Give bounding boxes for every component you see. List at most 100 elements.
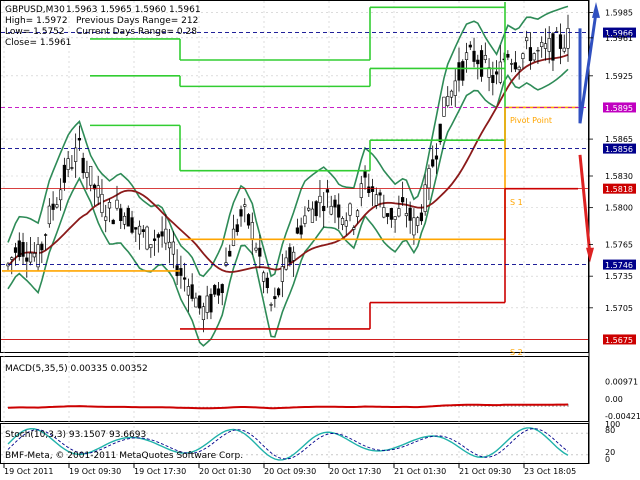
stoch-signal-line (7, 428, 569, 460)
candle-body (528, 47, 533, 62)
candle-body (171, 241, 175, 255)
candle-body (363, 170, 367, 178)
candle-body (47, 205, 51, 225)
x-tick-label: 21 Oct 09:30 (459, 467, 511, 476)
candle-body (277, 288, 281, 296)
candle-body (416, 217, 420, 226)
stoch-tick-label: 100 (605, 420, 620, 429)
level-tag (603, 102, 636, 113)
candle-body (479, 50, 484, 77)
candle-body (314, 201, 318, 217)
macd-signal-line (7, 403, 569, 410)
level-tag (603, 334, 636, 345)
candle-body (258, 247, 262, 257)
candle-body (453, 80, 457, 96)
candle-body (243, 204, 247, 207)
prev-range-label: Previous Days Range= 212 (76, 16, 198, 26)
candle-body (32, 253, 36, 258)
candle-body (126, 207, 130, 227)
candle-body (562, 47, 566, 52)
level-tag (603, 143, 636, 154)
current-range-label: Current Days Range= 0.28 (76, 27, 197, 37)
grid (1, 1, 588, 463)
x-tick-label: 20 Oct 09:30 (264, 467, 316, 476)
candle-body (423, 184, 427, 212)
up-forecast-arrow (578, 12, 598, 124)
candle-body (288, 247, 292, 263)
candle-body (81, 157, 85, 174)
y-tick-label: 1.5961 (605, 34, 633, 43)
x-tick-label: 19 Oct 09:30 (69, 467, 121, 476)
candle-body (558, 34, 563, 49)
candle-body (55, 204, 59, 208)
candle-body (209, 293, 213, 313)
candle-body (468, 44, 472, 48)
candle-body (137, 225, 142, 235)
up-arrowhead (592, 2, 600, 18)
candle-body (487, 67, 491, 78)
candle-body (62, 164, 66, 183)
candle-body (370, 186, 375, 192)
bollinger-upper (7, 5, 569, 278)
candle-body (149, 244, 153, 249)
stoch-tick-label: 0 (605, 455, 610, 464)
candle-body (115, 199, 119, 209)
candle-body (310, 208, 315, 223)
y-tick-label: 1.5865 (605, 135, 633, 144)
candle-body (483, 55, 487, 60)
candle-body (130, 217, 134, 233)
down-arrowhead (586, 247, 594, 263)
level-tag (603, 259, 636, 270)
candle-body (513, 62, 517, 70)
candle-body (491, 75, 495, 83)
y-tick-label: 1.5765 (605, 241, 633, 250)
pivot-point-label: Pivot Point (510, 116, 552, 125)
candle-body (10, 257, 14, 260)
candle-body (566, 28, 570, 49)
candle-body (352, 227, 356, 230)
symbol-label: GBPUSD,M30 (5, 5, 65, 15)
forecast-arrows (578, 2, 600, 263)
candle-body (152, 238, 157, 241)
level-tag-text: 1.5966 (605, 29, 633, 38)
candle-body (111, 219, 115, 225)
x-tick-label: 23 Oct 18:05 (524, 467, 576, 476)
candle-body (318, 195, 322, 204)
x-tick-label: 20 Oct 01:30 (199, 467, 251, 476)
candle-body (404, 213, 408, 217)
bollinger-lower (7, 68, 569, 347)
level-tag-text: 1.5856 (605, 145, 633, 154)
stoch-label: Stoch(10,3,3) 93.1507 93.6693 (5, 430, 146, 440)
candle-body (183, 277, 187, 280)
candle-body (461, 61, 465, 81)
candle-body (145, 226, 149, 250)
candle-body (186, 286, 191, 296)
candle-body (122, 215, 127, 225)
candle-body (213, 285, 217, 295)
candle-body (21, 242, 25, 257)
candle-body (13, 247, 18, 253)
x-tick-label: 19 Oct 17:30 (134, 467, 186, 476)
candle-body (382, 207, 386, 218)
candle-body (292, 251, 296, 261)
candle-body (408, 207, 412, 221)
candle-body (40, 243, 44, 251)
candle-body (446, 96, 450, 107)
candle-body (378, 192, 382, 196)
candle-body (43, 234, 48, 236)
candle-body (303, 215, 307, 224)
candle-body (254, 247, 258, 251)
candle-body (85, 172, 89, 178)
candle-body (194, 297, 198, 308)
down-forecast-arrow (578, 154, 592, 256)
candle-body (555, 31, 559, 33)
level-tag-text: 1.5818 (605, 185, 633, 194)
candle-body (472, 50, 476, 62)
candle-body (434, 155, 439, 160)
candle-body (337, 204, 341, 218)
candle-body (449, 90, 454, 98)
candle-body (525, 37, 529, 42)
candle-body (498, 61, 502, 83)
level-tag-text: 1.5895 (605, 104, 633, 113)
